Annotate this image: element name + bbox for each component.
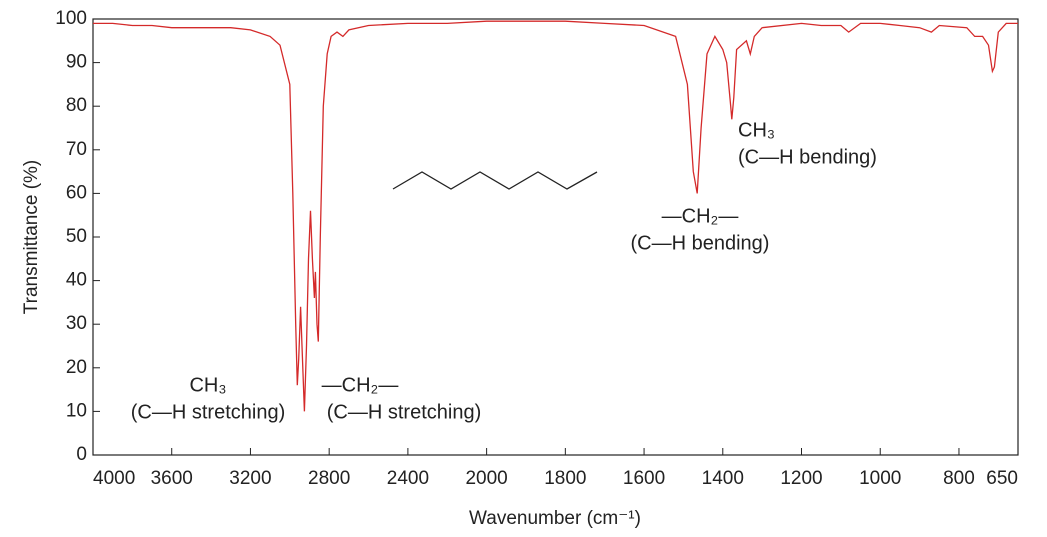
y-tick-label: 100 (55, 8, 87, 29)
y-tick-label: 90 (66, 52, 87, 73)
annotation: (C—H stretching) (131, 401, 285, 423)
annotation: —CH₂— (322, 374, 399, 396)
y-tick-label: 30 (66, 313, 87, 334)
y-tick-label: 60 (66, 182, 87, 203)
y-axis-label: Transmittance (%) (21, 160, 42, 315)
x-tick-label: 1600 (623, 468, 665, 489)
x-tick-label: 1000 (859, 468, 901, 489)
x-tick-label: 2800 (308, 468, 350, 489)
y-tick-label: 40 (66, 270, 87, 291)
x-tick-label: 1200 (780, 468, 822, 489)
x-tick-label: 1400 (702, 468, 744, 489)
y-tick-label: 10 (66, 400, 87, 421)
x-tick-label: 3600 (151, 468, 193, 489)
annotation: CH₃ (189, 374, 226, 396)
x-tick-label: 1800 (544, 468, 586, 489)
x-tick-label: 650 (986, 468, 1018, 489)
x-tick-label: 2000 (465, 468, 507, 489)
molecule-skeleton (392, 171, 598, 190)
x-tick-label: 4000 (93, 468, 135, 489)
spectrum-line (93, 20, 1018, 412)
plot-frame (92, 18, 1019, 456)
x-tick-label: 2400 (387, 468, 429, 489)
annotation: (C—H bending) (738, 146, 877, 168)
x-tick-label: 3200 (229, 468, 271, 489)
y-tick-label: 70 (66, 139, 87, 160)
y-tick-label: 20 (66, 357, 87, 378)
x-tick-label: 800 (943, 468, 975, 489)
annotation: CH₃ (738, 119, 775, 141)
y-tick-label: 80 (66, 95, 87, 116)
annotation: (C—H stretching) (327, 401, 481, 423)
y-tick-label: 0 (76, 444, 87, 465)
annotation: (C—H bending) (631, 232, 770, 254)
annotation: —CH₂— (662, 205, 739, 227)
x-axis-label: Wavenumber (cm⁻¹) (469, 508, 641, 529)
y-tick-label: 50 (66, 226, 87, 247)
